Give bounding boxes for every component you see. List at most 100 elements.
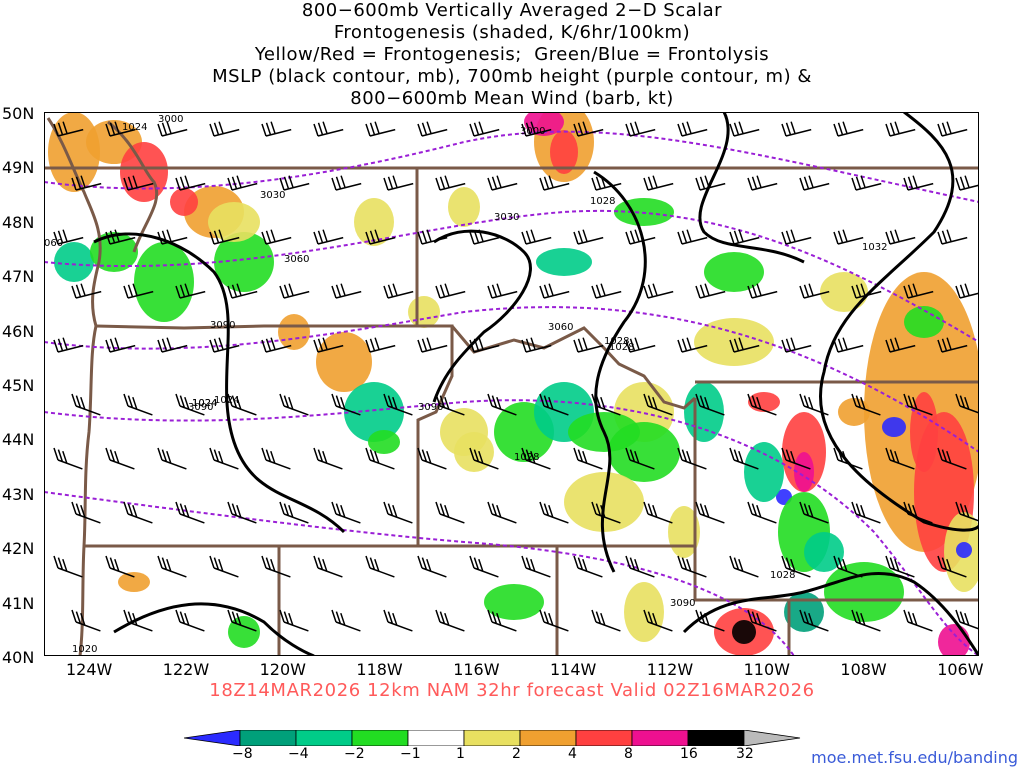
title-line-5: 800−600mb Mean Wind (barb, kt) xyxy=(350,88,674,109)
mslp-label: 1020 xyxy=(72,644,97,655)
height-label: 3000 xyxy=(520,126,545,137)
wind-barb xyxy=(625,229,656,245)
wind-barb xyxy=(157,121,188,137)
credit-link[interactable]: moe.met.fsu.edu/banding xyxy=(811,748,1018,767)
wind-barb xyxy=(677,555,707,578)
lon-label-108w: 108W xyxy=(840,660,887,679)
height-label: 3090 xyxy=(418,402,443,413)
colorbar xyxy=(184,730,801,746)
shading-blob xyxy=(120,142,168,202)
mslp-label: 1028 xyxy=(609,342,634,353)
wind-barb xyxy=(937,121,968,137)
wind-barb xyxy=(469,555,499,578)
wind-barb xyxy=(227,393,257,416)
wind-barb xyxy=(209,337,240,353)
colorbar-segment xyxy=(407,730,465,746)
wind-barb xyxy=(591,175,622,191)
chart-title: 800−600mb Vertically Averaged 2−D Scalar… xyxy=(0,0,1024,110)
wind-barb xyxy=(435,393,465,416)
wind-barb xyxy=(279,175,310,191)
mslp-label: 1032 xyxy=(862,242,887,253)
wind-barb xyxy=(695,393,725,416)
wind-barb xyxy=(279,283,310,299)
wind-barb xyxy=(799,609,829,632)
wind-barb xyxy=(521,447,551,470)
shading-blob xyxy=(608,422,680,482)
colorbar-label: 8 xyxy=(624,746,633,762)
wind-barb xyxy=(695,175,726,191)
mslp-label: 1028 xyxy=(514,452,539,463)
wind-barb xyxy=(105,447,135,470)
wind-barb xyxy=(383,283,414,299)
wind-barb xyxy=(331,393,361,416)
wind-barb xyxy=(573,337,604,353)
wind-barb xyxy=(71,609,101,632)
wind-barb xyxy=(383,175,414,191)
shading-blob xyxy=(550,130,578,174)
wind-barb xyxy=(885,447,915,470)
lat-label-43n: 43N xyxy=(2,484,35,504)
shading-blob xyxy=(956,542,972,558)
title-line-3: Yellow/Red = Frontogenesis; Green/Blue =… xyxy=(254,44,770,65)
wind-barb xyxy=(331,175,362,191)
wind-barb xyxy=(435,609,465,632)
wind-barb xyxy=(105,337,136,353)
colorbar-label: 2 xyxy=(512,746,521,762)
wind-barb xyxy=(383,501,413,524)
title-line-2: Frontogenesis (shaded, K/6hr/100km) xyxy=(333,22,691,43)
wind-barb xyxy=(209,121,240,137)
wind-barb xyxy=(365,447,395,470)
shading-blob xyxy=(448,187,480,227)
shading-blob xyxy=(90,232,138,272)
wind-barb xyxy=(175,501,205,524)
wind-barb xyxy=(643,283,674,299)
wind-barb xyxy=(123,393,153,416)
shading-blob xyxy=(408,296,440,328)
wind-barb xyxy=(625,555,655,578)
wind-barb xyxy=(729,447,759,470)
wind-barb xyxy=(885,229,916,245)
height-label: 3090 xyxy=(210,320,235,331)
lat-label-44n: 44N xyxy=(2,430,35,450)
wind-barb xyxy=(833,555,863,578)
frontogenesis-shading xyxy=(48,112,979,656)
wind-barb xyxy=(365,555,395,578)
height-label: 3060 xyxy=(548,322,573,333)
height-label: 3000 xyxy=(158,114,183,125)
wind-barb xyxy=(591,283,622,299)
shading-blob xyxy=(228,616,260,648)
shading-blob xyxy=(316,332,372,392)
wind-barb xyxy=(157,447,187,470)
shading-blob xyxy=(368,430,400,454)
wind-barb xyxy=(53,447,83,470)
wind-barb xyxy=(903,501,933,524)
colorbar-segment xyxy=(687,730,745,746)
wind-barb xyxy=(313,121,344,137)
wind-barb xyxy=(591,609,621,632)
wind-barb xyxy=(695,283,726,299)
wind-barb xyxy=(625,447,655,470)
lat-label-40n: 40N xyxy=(2,648,35,667)
mslp-label: 1024 xyxy=(122,122,147,133)
wind-barb xyxy=(521,229,552,245)
wind-barb xyxy=(313,337,344,353)
wind-barb xyxy=(487,393,517,416)
wind-barb xyxy=(279,393,309,416)
title-line-4: MSLP (black contour, mb), 700mb height (… xyxy=(212,66,812,87)
wind-barb xyxy=(903,393,933,416)
colorbar-segment xyxy=(239,730,297,746)
wind-barb xyxy=(937,447,967,470)
wind-barb xyxy=(521,337,552,353)
wind-barb xyxy=(677,229,708,245)
wind-barb xyxy=(417,447,447,470)
wind-barb xyxy=(729,555,759,578)
lon-label-124w: 124W xyxy=(66,660,113,679)
height-label: 060 xyxy=(44,238,63,249)
wind-barb xyxy=(955,175,979,191)
lon-label-116w: 116W xyxy=(453,660,500,679)
wind-barb xyxy=(175,175,206,191)
wind-barb xyxy=(903,283,934,299)
wind-barb xyxy=(729,121,760,137)
wind-barb xyxy=(313,229,344,245)
wind-barb xyxy=(157,337,188,353)
